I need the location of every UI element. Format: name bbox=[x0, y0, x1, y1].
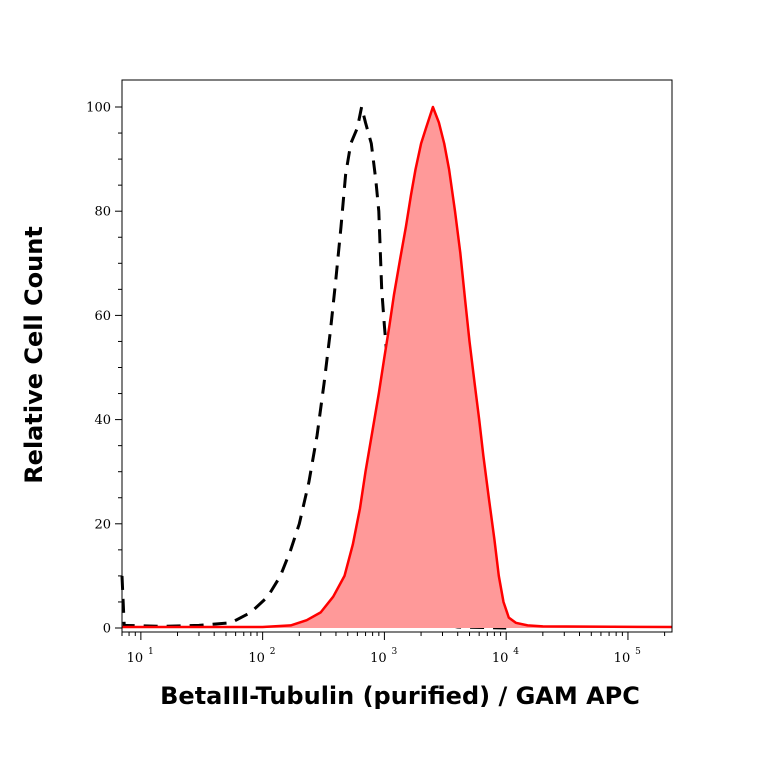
y-tick-label: 40 bbox=[94, 413, 111, 428]
plot-area bbox=[120, 105, 673, 630]
y-tick-label: 20 bbox=[94, 517, 111, 532]
x-axis-title: BetaIII-Tubulin (purified) / GAM APC bbox=[160, 682, 640, 710]
x-tick-exponent: 1 bbox=[148, 647, 154, 657]
axes: 0 20 40 60 80 100 10 1 10 2 10 3 10 4 10 5 bbox=[86, 79, 673, 666]
x-tick-label: 10 bbox=[614, 651, 631, 666]
y-tick-label: 100 bbox=[86, 101, 111, 116]
x-tick-label: 10 bbox=[492, 651, 509, 666]
x-tick-label: 10 bbox=[127, 651, 144, 666]
x-tick-label: 10 bbox=[370, 651, 387, 666]
x-tick-label: 10 bbox=[248, 651, 265, 666]
x-tick-exponent: 3 bbox=[392, 647, 398, 657]
series-line-1 bbox=[122, 105, 673, 629]
y-tick-label: 0 bbox=[103, 622, 111, 637]
x-tick-exponent: 2 bbox=[270, 647, 276, 657]
x-tick-exponent: 5 bbox=[635, 647, 641, 657]
x-tick-exponent: 4 bbox=[513, 647, 519, 657]
plot-frame bbox=[121, 79, 673, 633]
y-tick-label: 80 bbox=[94, 205, 111, 220]
series-fill-1 bbox=[122, 107, 672, 628]
y-axis-title: Relative Cell Count bbox=[20, 226, 48, 484]
y-tick-label: 60 bbox=[94, 309, 111, 324]
